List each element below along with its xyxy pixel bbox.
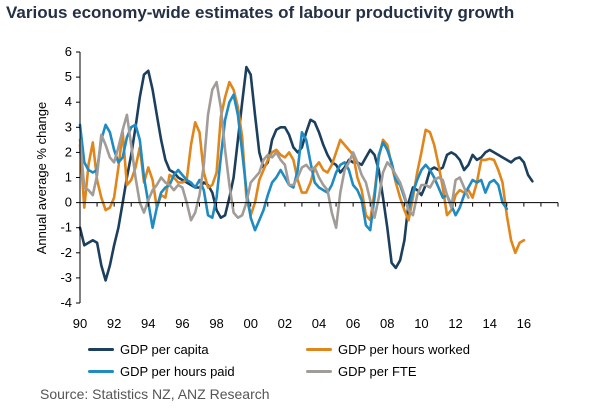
y-tick-label: -4 [60,295,72,310]
x-tick-label: 92 [107,316,121,331]
series-line-4 [78,80,470,229]
x-tick-label: 00 [243,316,257,331]
x-tick-label: 14 [482,316,496,331]
y-tick-label: 6 [65,44,72,59]
x-tick-label: 12 [448,316,462,331]
x-tick-label: 96 [175,316,189,331]
legend-item-gdp-per-hours-worked: GDP per hours worked [306,340,470,358]
y-tick-label: -1 [60,220,72,235]
chart-title: Various economy-wide estimates of labour… [6,3,515,22]
x-tick-label: 04 [312,316,326,331]
legend-label: GDP per hours worked [338,341,470,357]
legend-swatch [306,347,332,351]
x-tick-label: 90 [73,316,87,331]
y-axis-label: Annual average % change [34,102,49,255]
legend-item-gdp-per-fte: GDP per FTE [306,362,417,380]
x-tick-label: 10 [414,316,428,331]
y-tick-label: 0 [65,195,72,210]
x-tick-label: 16 [517,316,531,331]
y-tick-label: 1 [65,170,72,185]
plot-lines [78,65,534,282]
series-line-3 [78,93,509,232]
legend-swatch [306,369,332,373]
legend-item-gdp-per-hours-paid: GDP per hours paid [88,362,235,380]
y-tick-label: -3 [60,270,72,285]
x-tick-label: 06 [346,316,360,331]
x-tick-label: 98 [209,316,223,331]
x-tick-label: 02 [278,316,292,331]
legend-swatch [88,369,114,373]
series-line-1 [78,65,534,282]
legend-swatch [88,347,114,351]
x-tick-label: 94 [141,316,155,331]
legend-label: GDP per capita [120,341,209,357]
y-tick-label: 5 [65,69,72,84]
legend-item-gdp-per-capita: GDP per capita [88,340,209,358]
y-tick-label: 2 [65,144,72,159]
y-tick-label: -2 [60,245,72,260]
source-note: Source: Statistics NZ, ANZ Research [40,386,270,402]
legend-label: GDP per hours paid [120,363,235,379]
legend-label: GDP per FTE [338,363,417,379]
x-tick-label: 08 [380,316,394,331]
y-tick-label: 3 [65,119,72,134]
y-tick-label: 4 [65,94,72,109]
legend: GDP per capita GDP per hours worked GDP … [88,340,528,384]
